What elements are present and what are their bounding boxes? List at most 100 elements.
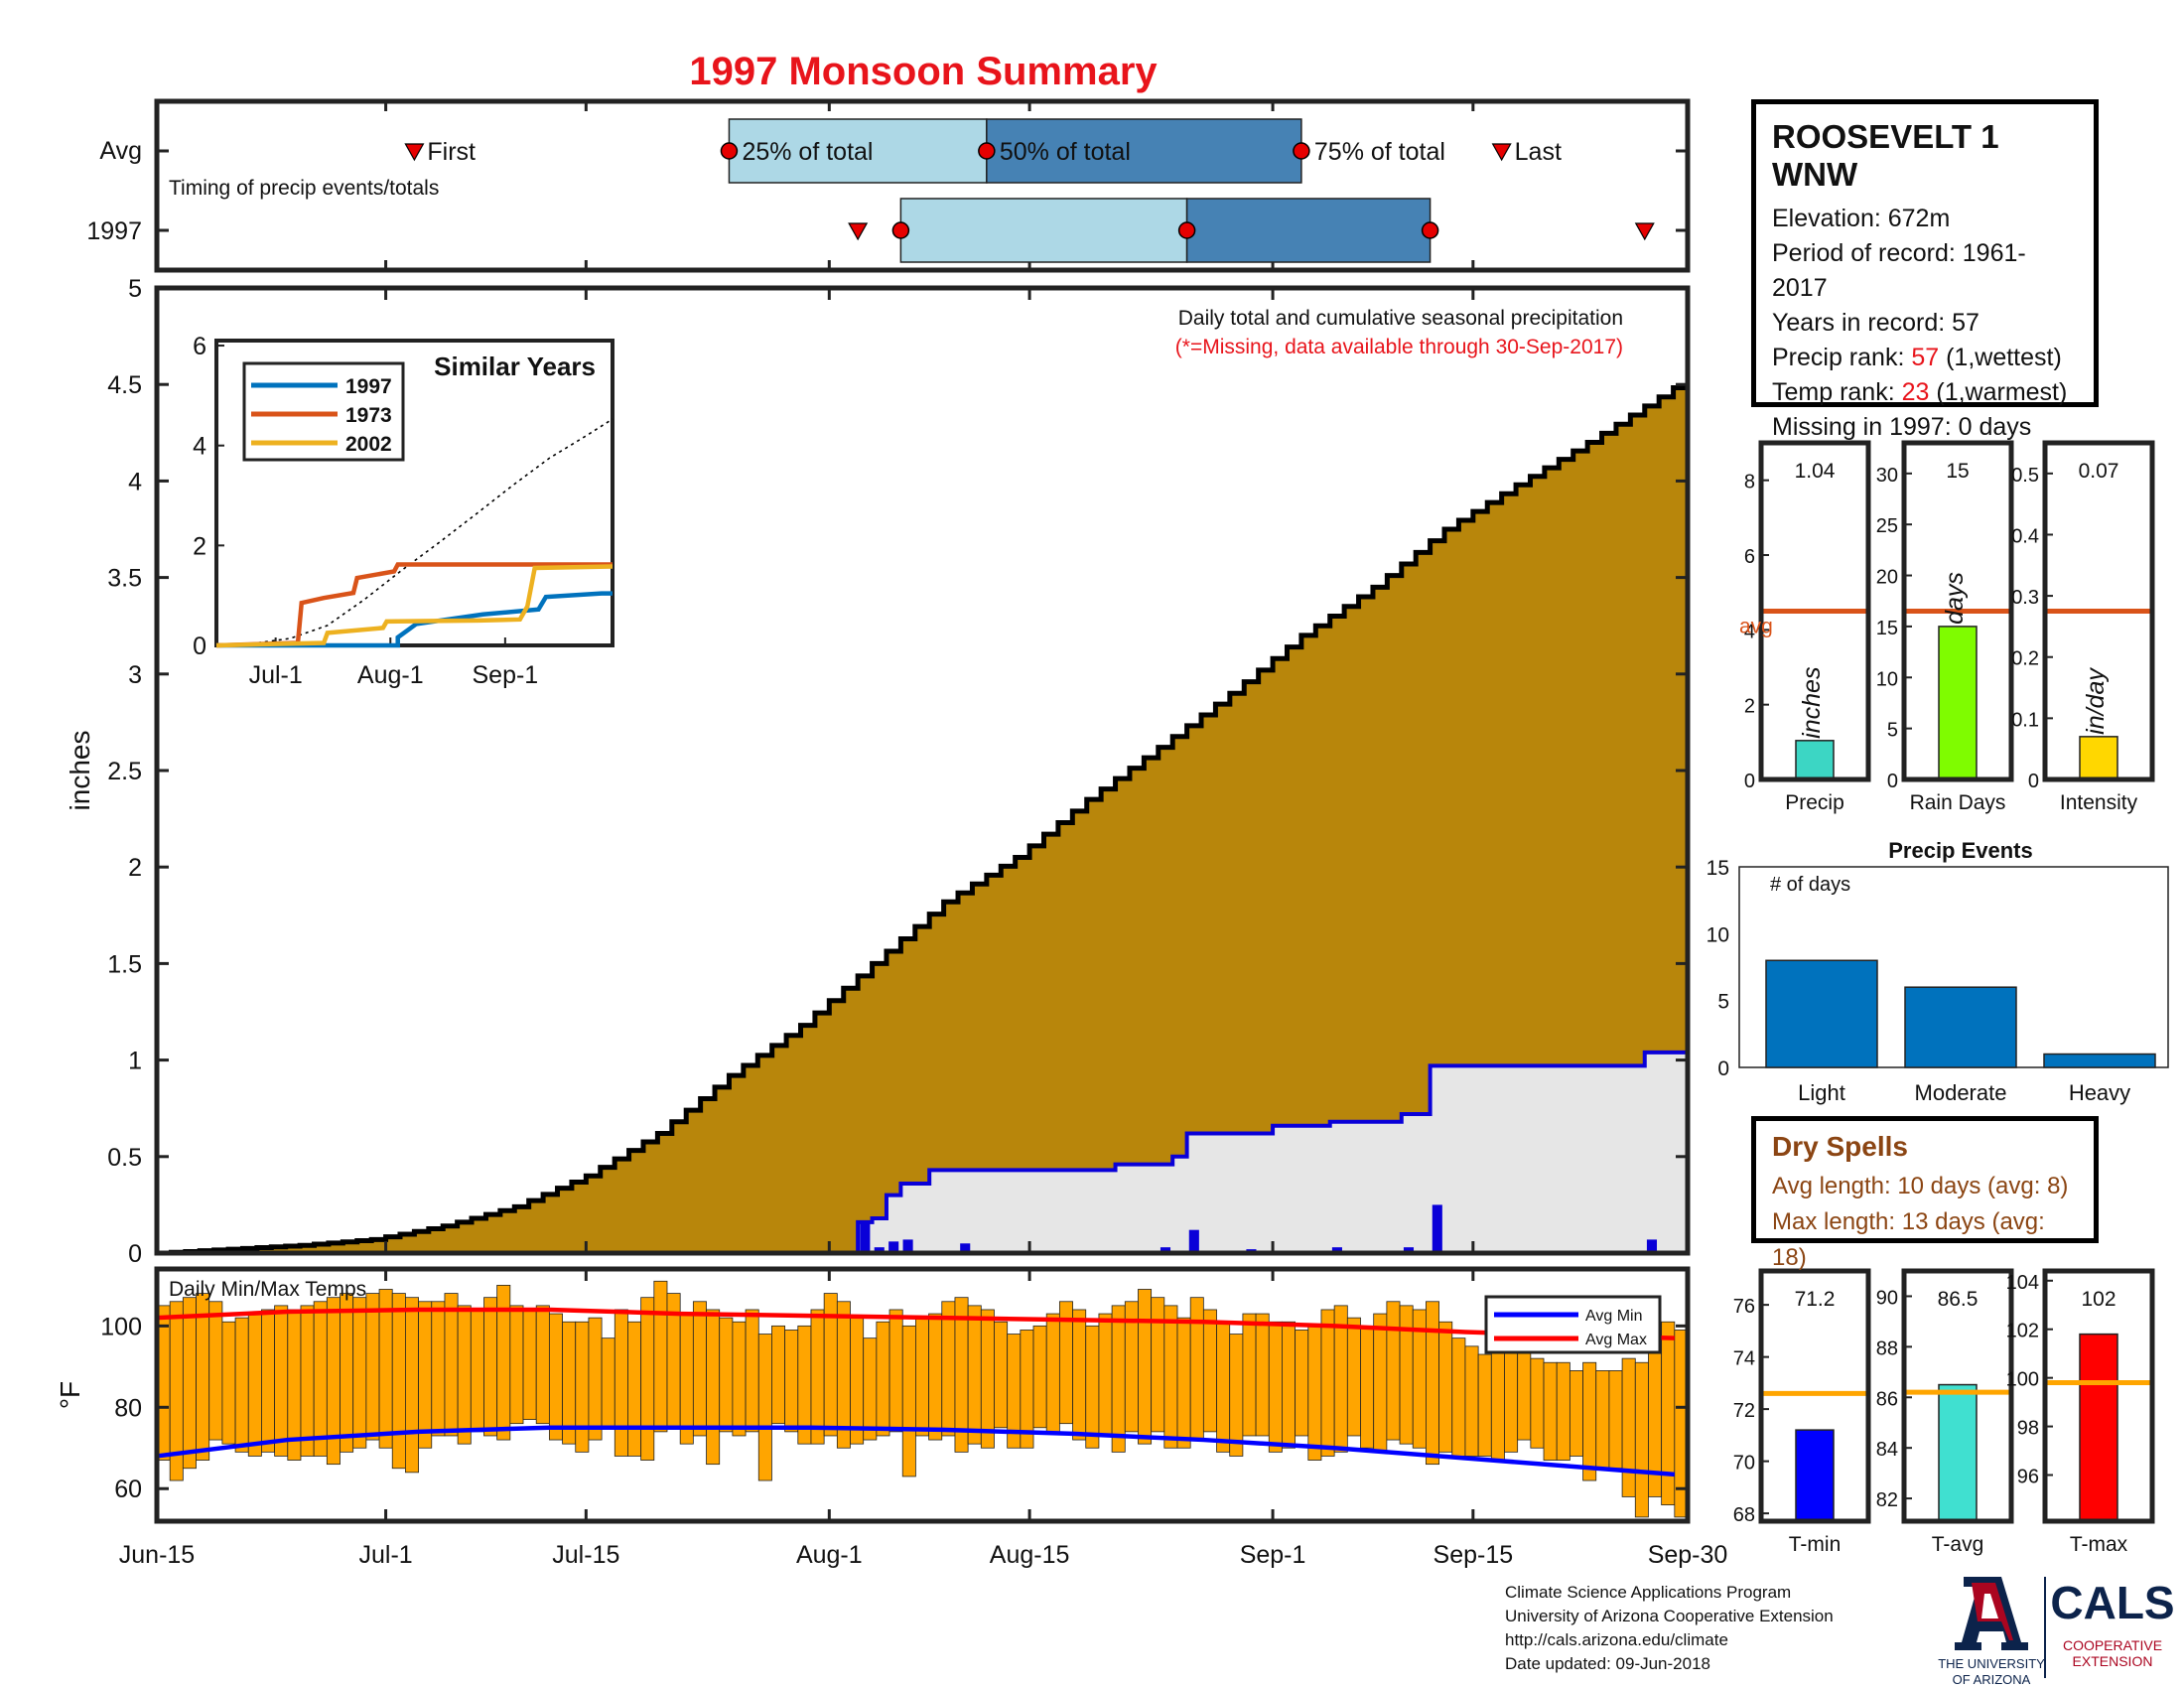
events-bar-heavy	[2043, 1053, 2156, 1068]
temp-range-bar	[274, 1305, 289, 1457]
temp-range-bar	[405, 1297, 419, 1474]
timing-year-marker-p25	[891, 221, 910, 239]
mini-bar-intensity	[2079, 736, 2118, 780]
temp-range-bar	[1282, 1321, 1297, 1449]
footer-line: University of Arizona Cooperative Extens…	[1505, 1607, 1834, 1625]
temp-range-bar	[915, 1317, 929, 1437]
similar-xtick-label: Jul-1	[249, 661, 303, 689]
mini-temp-panels: 68 70 72 74 76 71.2 T-min 82 84 86 88 90 86.5 T-avg 96…	[1733, 1268, 2155, 1556]
mini-frame	[2042, 1268, 2155, 1524]
mini-ytick-label: 10	[1876, 668, 1898, 690]
mini-ytick-label: 0	[2028, 771, 2039, 792]
timing-year-first-marker	[848, 222, 869, 241]
temp-range-bar	[1176, 1317, 1191, 1449]
similar-line-1973	[215, 562, 613, 648]
temp-range-bar	[876, 1321, 890, 1437]
date-axis-label: Aug-15	[990, 1541, 1070, 1569]
temp-range-bar	[1621, 1357, 1636, 1497]
year-cumulative-area	[858, 1052, 1688, 1253]
temp-range-bar	[1295, 1330, 1309, 1437]
cals-logo-sub: COOPERATIVE	[2063, 1637, 2162, 1653]
mini-value: 102	[2081, 1288, 2116, 1311]
temp-range-bar	[1386, 1301, 1401, 1441]
temps-panel: 60 80 100 Jun-15 Jul-1 Jul-15 Aug-1 Aug-15 Sep-1…	[55, 1266, 1727, 1569]
temp-range-bar	[614, 1309, 628, 1457]
timing-avg-last-marker	[1491, 143, 1512, 162]
mini-precip-panels: 0 2 4 6 8 1.04 Precip inches avg 0 5 10 15 20 25 30 15 Ra…	[1739, 440, 2155, 814]
mini-category-label: Intensity	[2060, 791, 2138, 814]
temp-range-bar	[1556, 1361, 1570, 1461]
similar-line-1997	[216, 591, 613, 648]
mini-ytick-label: 86	[1876, 1388, 1898, 1410]
daily-precip-bar	[960, 1243, 971, 1253]
temps-ylabel: °F	[55, 1381, 85, 1409]
temp-range-bar	[1543, 1361, 1558, 1461]
mini-ytick-label: 2	[1744, 696, 1755, 718]
temp-range-bar	[692, 1301, 707, 1437]
mini-category-label: Rain Days	[1910, 791, 2006, 814]
mini-ytick-label: 98	[2017, 1418, 2039, 1440]
precip-ytick-label: 4	[128, 468, 142, 495]
footer-link[interactable]: http://cals.arizona.edu/climate	[1505, 1630, 1728, 1649]
timing-label: Timing of precip events/totals	[169, 177, 439, 200]
temp-range-bar	[640, 1297, 655, 1461]
station-detail-value: 57	[1911, 344, 1940, 371]
precip-ytick-label: 5	[128, 275, 142, 303]
temp-range-bar	[313, 1301, 328, 1457]
station-detail-label: Elevation:	[1772, 205, 1888, 232]
daily-precip-bar	[902, 1239, 913, 1253]
timing-avg-marker-p75	[1293, 142, 1310, 160]
mini-ytick-label: 88	[1876, 1337, 1898, 1359]
temp-range-bar	[941, 1301, 956, 1437]
similar-ytick-label: 6	[193, 333, 206, 360]
daily-precip-bar	[1160, 1247, 1171, 1253]
temp-range-bar	[470, 1309, 484, 1433]
precip-events-panel: Light Moderate Heavy 0 5 10 15 Precip Events # o…	[1706, 838, 2169, 1105]
timing-year-marker-p50	[1177, 221, 1196, 239]
mini-bar-t-avg	[1938, 1383, 1978, 1522]
similar-title: Similar Years	[434, 352, 596, 381]
precip-ytick-label: 4.5	[107, 371, 142, 399]
temp-range-bar	[1098, 1313, 1113, 1437]
temp-range-bar	[1072, 1309, 1087, 1441]
precip-ytick-label: 3.5	[107, 565, 142, 593]
events-ytick-label: 5	[1717, 991, 1729, 1014]
page-title: 1997 Monsoon Summary	[689, 50, 1158, 93]
temp-range-bar	[757, 1334, 772, 1481]
temps-legend	[1484, 1295, 1662, 1354]
temp-range-bar	[483, 1297, 498, 1437]
temp-range-bar	[1189, 1297, 1204, 1441]
year-cumulative-line	[856, 1050, 1688, 1253]
timing-avg-marker-p25	[720, 142, 739, 160]
temp-range-bar	[1426, 1301, 1439, 1466]
mini-value: 71.2	[1795, 1288, 1836, 1311]
daily-precip-bar	[860, 1221, 871, 1253]
timing-annotation: 50% of total	[1000, 138, 1131, 166]
mini-ytick-label: 72	[1733, 1400, 1755, 1422]
temp-range-bar	[1438, 1321, 1453, 1453]
similar-legend-label: 1973	[345, 404, 392, 427]
mini-ytick-label: 0.1	[2011, 709, 2039, 731]
mini-ytick-label: 0.4	[2011, 525, 2039, 547]
mini-ytick-label: 68	[1733, 1504, 1755, 1526]
cals-logo-sub: EXTENSION	[2073, 1653, 2153, 1669]
timing-annotation: 25% of total	[742, 138, 873, 166]
mini-bar-t-min	[1795, 1429, 1835, 1522]
events-ytick-label: 10	[1706, 923, 1729, 946]
temp-range-bar	[863, 1337, 878, 1441]
similar-years-inset: 0 2 4 6 Jul-1 Aug-1 Sep-1 Similar Years 1997 1973…	[193, 333, 614, 689]
station-detail-label: Precip rank:	[1772, 344, 1912, 371]
precip-ytick-label: 2.5	[107, 758, 142, 785]
mini-ytick-label: 20	[1876, 567, 1898, 589]
temp-range-bar	[588, 1317, 603, 1441]
station-detail-row: Missing in 1997: 0 days	[1772, 410, 2078, 445]
events-ytick-label: 15	[1706, 857, 1729, 880]
daily-precip-bar	[1646, 1239, 1658, 1253]
avg-cumulative-area	[157, 378, 1688, 1253]
timing-avg-marker-p50	[978, 142, 996, 160]
similar-ytick-label: 4	[193, 433, 206, 461]
precip-ylabel: inches	[65, 731, 95, 811]
timing-annotation: First	[427, 138, 476, 166]
mini-value: 86.5	[1938, 1288, 1979, 1311]
